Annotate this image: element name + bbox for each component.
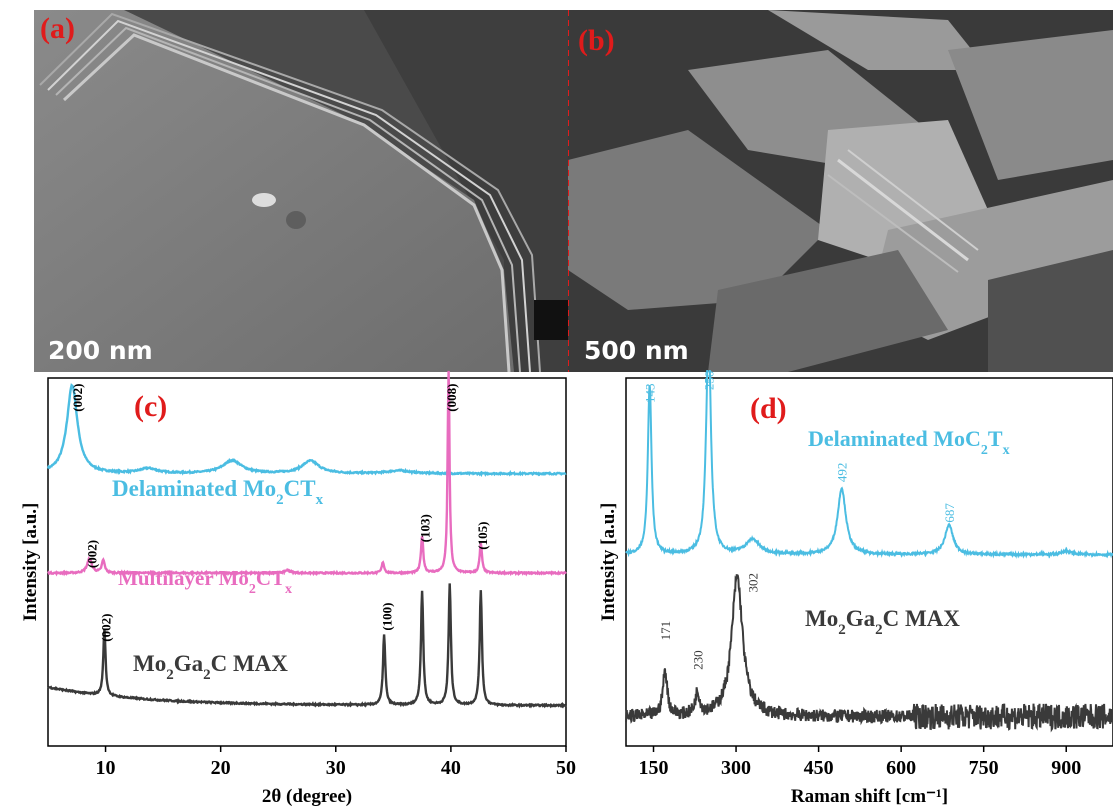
series-label-2: Mo2Ga2C MAX — [805, 606, 960, 638]
peak-annotation-7: 230 — [691, 650, 706, 670]
series-line-1 — [46, 383, 567, 478]
peak-annotation-3: (002) — [85, 540, 100, 568]
x-axis-label: Raman shift [cm⁻¹] — [791, 786, 948, 807]
series-label-1: Delaminated Mo2CTx — [112, 476, 324, 508]
peak-annotation-6: 171 — [658, 621, 673, 641]
x-tick-label: 300 — [721, 757, 751, 779]
raman-chart: 150 300 450 600 750 900 Raman shift [cm⁻¹] Inte… — [590, 370, 1113, 807]
series-line-2 — [47, 370, 567, 577]
x-tick-label: 150 — [639, 757, 669, 779]
x-tick-label: 10 — [96, 757, 116, 779]
peak-annotation-5: 302 — [746, 573, 761, 593]
scale-bar-label-a: 200 nm — [48, 336, 153, 365]
x-tick-label: 50 — [556, 757, 576, 779]
x-tick-label: 900 — [1051, 757, 1081, 779]
x-tick-label: 30 — [326, 757, 346, 779]
panel-label-d: (d) — [750, 392, 787, 425]
series-label-3: Mo2Ga2C MAX — [133, 651, 288, 683]
peak-annotation-2: 250 — [702, 371, 717, 391]
x-tick-label: 40 — [441, 757, 461, 779]
peak-annotation-2: (008) — [444, 384, 459, 412]
peak-annotation-4: 687 — [942, 503, 957, 523]
x-tick-label: 20 — [211, 757, 231, 779]
plot-frame — [625, 377, 1113, 747]
series-label-1: Delaminated MoC2Tx — [808, 426, 1010, 458]
series-label-2: Multilayer Mo2CTx — [118, 566, 292, 597]
x-tick-label: 750 — [969, 757, 999, 779]
x-tick-label: 450 — [804, 757, 834, 779]
peak-annotation-1: (002) — [70, 384, 85, 412]
panel-label-c: (c) — [134, 390, 168, 423]
peak-annotation-5: (105) — [475, 522, 490, 550]
peak-annotation-7: (100) — [379, 602, 394, 630]
scale-bar-label-b: 500 nm — [584, 336, 689, 365]
peak-annotation-1: 143 — [643, 384, 658, 404]
peak-annotation-3: 492 — [835, 463, 850, 483]
series-line-1 — [625, 370, 1113, 559]
panel-label-b: (b) — [578, 24, 615, 57]
peak-annotation-4: (103) — [417, 514, 432, 542]
x-axis-label: 2θ (degree) — [262, 786, 352, 807]
x-tick-label: 600 — [886, 757, 916, 779]
sem-image-b: (b) 500 nm — [568, 10, 1113, 372]
panel-label-a: (a) — [40, 12, 75, 45]
peak-annotation-6: (002) — [99, 614, 114, 642]
plot-frame — [47, 377, 567, 747]
y-axis-label: Intensity [a.u.] — [20, 503, 41, 622]
y-axis-label: Intensity [a.u.] — [598, 503, 619, 622]
sem-image-a: (a) 200 nm — [34, 10, 570, 372]
xrd-chart: 10 20 30 40 50 2θ (degree) Intensity [a.u.] Del… — [0, 370, 600, 807]
series-line-3 — [47, 583, 568, 709]
series-line-2 — [625, 574, 1113, 733]
